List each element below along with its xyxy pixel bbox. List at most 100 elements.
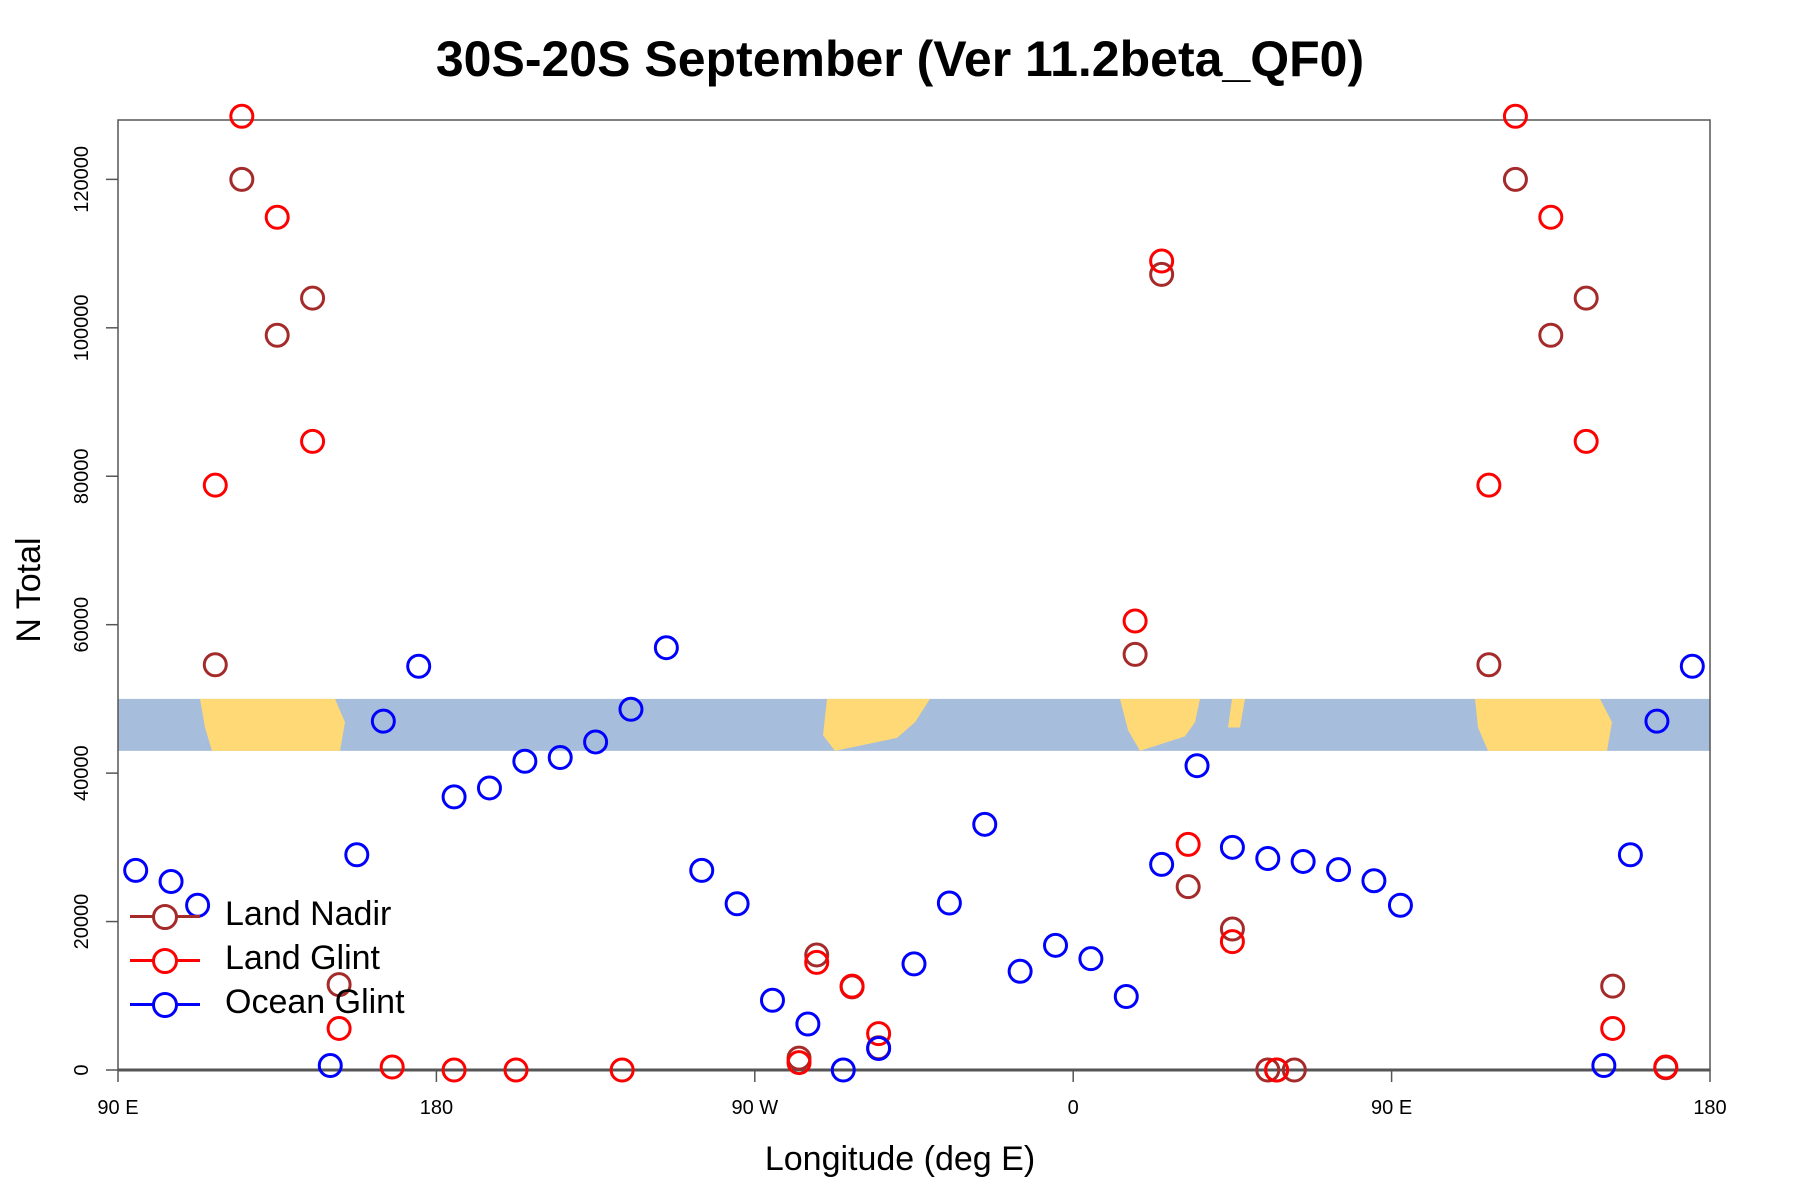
- data-point: [264, 322, 290, 348]
- legend-circle-icon: [152, 904, 178, 930]
- data-point: [379, 1054, 405, 1080]
- data-point: [1043, 932, 1069, 958]
- data-point: [1175, 874, 1201, 900]
- data-point: [866, 1021, 892, 1047]
- data-point: [1290, 848, 1316, 874]
- data-point: [202, 652, 228, 678]
- legend-circle-icon: [152, 948, 178, 974]
- map-land-shape: [200, 698, 345, 751]
- series-land-glint: [202, 103, 1679, 1083]
- data-point: [264, 204, 290, 230]
- data-point: [1149, 851, 1175, 877]
- data-point: [1591, 1053, 1617, 1079]
- data-point: [1573, 428, 1599, 454]
- chart-title: 30S-20S September (Ver 11.2beta_QF0): [435, 31, 1365, 87]
- y-tick-label: 40000: [71, 745, 93, 801]
- data-point: [300, 285, 326, 311]
- map-land-shape: [823, 698, 930, 751]
- data-point: [503, 1057, 529, 1083]
- data-point: [441, 1057, 467, 1083]
- data-point: [1617, 842, 1643, 868]
- data-point: [618, 696, 644, 722]
- data-point: [839, 973, 865, 999]
- data-points: [123, 103, 1705, 1083]
- data-point: [229, 103, 255, 129]
- x-tick-label: 90 E: [1371, 1097, 1412, 1119]
- data-point: [441, 784, 467, 810]
- data-point: [1476, 652, 1502, 678]
- data-point: [1255, 1057, 1281, 1083]
- data-point: [1219, 916, 1245, 942]
- data-point: [1281, 1057, 1307, 1083]
- data-point: [370, 708, 396, 734]
- data-point: [1538, 204, 1564, 230]
- data-point: [689, 857, 715, 883]
- data-point: [1219, 929, 1245, 955]
- data-point: [1644, 708, 1670, 734]
- data-point: [830, 1057, 856, 1083]
- data-point: [1219, 834, 1245, 860]
- data-point: [1326, 857, 1352, 883]
- data-point: [804, 942, 830, 968]
- y-tick-label: 80000: [71, 448, 93, 504]
- data-point: [512, 748, 538, 774]
- x-tick-label: 90 W: [731, 1097, 778, 1119]
- data-point: [326, 972, 352, 998]
- data-point: [866, 1035, 892, 1061]
- data-point: [1184, 753, 1210, 779]
- y-tick-label: 0: [71, 1064, 93, 1075]
- data-point: [1679, 653, 1705, 679]
- x-tick-label: 0: [1068, 1097, 1079, 1119]
- data-point: [406, 653, 432, 679]
- data-point: [609, 1057, 635, 1083]
- data-point: [1122, 641, 1148, 667]
- y-axis-label: N Total: [10, 537, 48, 643]
- x-tick-label: 180: [420, 1097, 453, 1119]
- data-point: [1149, 261, 1175, 287]
- data-point: [326, 1015, 352, 1041]
- data-point: [185, 892, 211, 918]
- data-point: [1007, 958, 1033, 984]
- data-point: [317, 1053, 343, 1079]
- data-point: [1502, 103, 1528, 129]
- data-point: [1361, 868, 1387, 894]
- data-point: [724, 891, 750, 917]
- data-point: [653, 635, 679, 661]
- data-point: [1175, 831, 1201, 857]
- data-point: [1149, 248, 1175, 274]
- data-point: [901, 951, 927, 977]
- data-point: [583, 729, 609, 755]
- legend-label: Land Glint: [225, 939, 380, 977]
- data-point: [476, 775, 502, 801]
- data-point: [795, 1011, 821, 1037]
- data-point: [123, 857, 149, 883]
- data-point: [936, 890, 962, 916]
- data-point: [344, 842, 370, 868]
- y-tick-label: 60000: [71, 597, 93, 653]
- y-tick-label: 100000: [71, 294, 93, 361]
- data-point: [1122, 608, 1148, 634]
- data-point: [229, 166, 255, 192]
- legend-circle-icon: [152, 992, 178, 1018]
- series-ocean-glint: [123, 635, 1705, 1083]
- map-land-shape: [1475, 698, 1612, 751]
- data-point: [1538, 322, 1564, 348]
- axes: 90 E 180 90 W 0 90 E 180 0 20000 40000 60000 80000…: [71, 119, 1727, 1119]
- x-tick-label: 180: [1693, 1097, 1726, 1119]
- data-point: [1264, 1057, 1290, 1083]
- data-point: [1502, 166, 1528, 192]
- x-axis-label: Longitude (deg E): [764, 1140, 1036, 1178]
- data-point: [759, 987, 785, 1013]
- data-point: [786, 1050, 812, 1076]
- data-point: [1476, 472, 1502, 498]
- data-point: [972, 811, 998, 837]
- data-point: [300, 428, 326, 454]
- legend-label: Ocean Glint: [225, 983, 405, 1021]
- data-point: [1113, 984, 1139, 1010]
- data-point: [202, 472, 228, 498]
- y-tick-label: 20000: [71, 894, 93, 950]
- legend-label: Land Nadir: [225, 895, 392, 933]
- world-map-strip: [118, 698, 1710, 751]
- series-land-nadir: [202, 166, 1679, 1083]
